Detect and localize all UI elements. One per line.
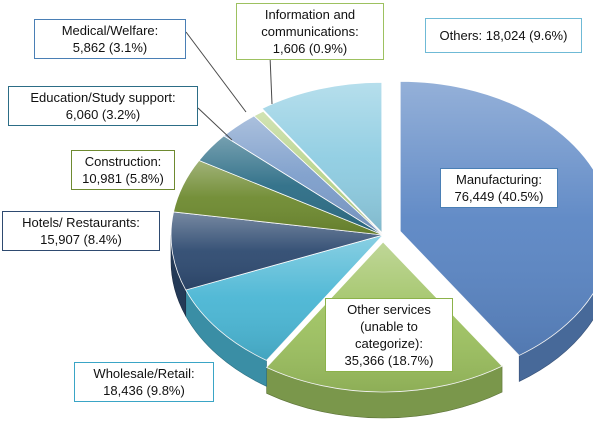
leader-education: [197, 107, 233, 141]
label-wholesale-retail: Wholesale/Retail: 18,436 (9.8%): [74, 362, 214, 402]
label-hotels-restaurants: Hotels/ Restaurants: 15,907 (8.4%): [2, 211, 160, 251]
slice-gloss-others: [262, 82, 382, 233]
label-other-services: Other services (unable to categorize): 3…: [325, 298, 453, 372]
label-information-communications: Information and communications: 1,606 (0…: [236, 3, 384, 60]
slice-gloss-hotels-restaurants: [171, 211, 383, 290]
leader-medical-welfare: [185, 31, 247, 113]
label-education: Education/Study support: 6,060 (3.2%): [8, 86, 198, 126]
slice-gloss-manufacturing: [400, 81, 593, 356]
slice-side-manufacturing: [518, 293, 593, 382]
slice-gloss-wholesale-retail: [185, 235, 383, 361]
slice-gloss-information-and-communications: [254, 111, 383, 235]
slice-gloss-medical-welfare: [223, 115, 383, 235]
leader-information: [269, 55, 273, 105]
label-manufacturing: Manufacturing: 76,449 (40.5%): [440, 168, 558, 208]
label-medical-welfare: Medical/Welfare: 5,862 (3.1%): [34, 19, 186, 59]
label-others: Others: 18,024 (9.6%): [425, 18, 582, 53]
slice-gloss-construction: [173, 160, 383, 235]
label-construction: Construction: 10,981 (5.8%): [71, 150, 175, 190]
slice-gloss-education-study-support: [199, 135, 383, 235]
